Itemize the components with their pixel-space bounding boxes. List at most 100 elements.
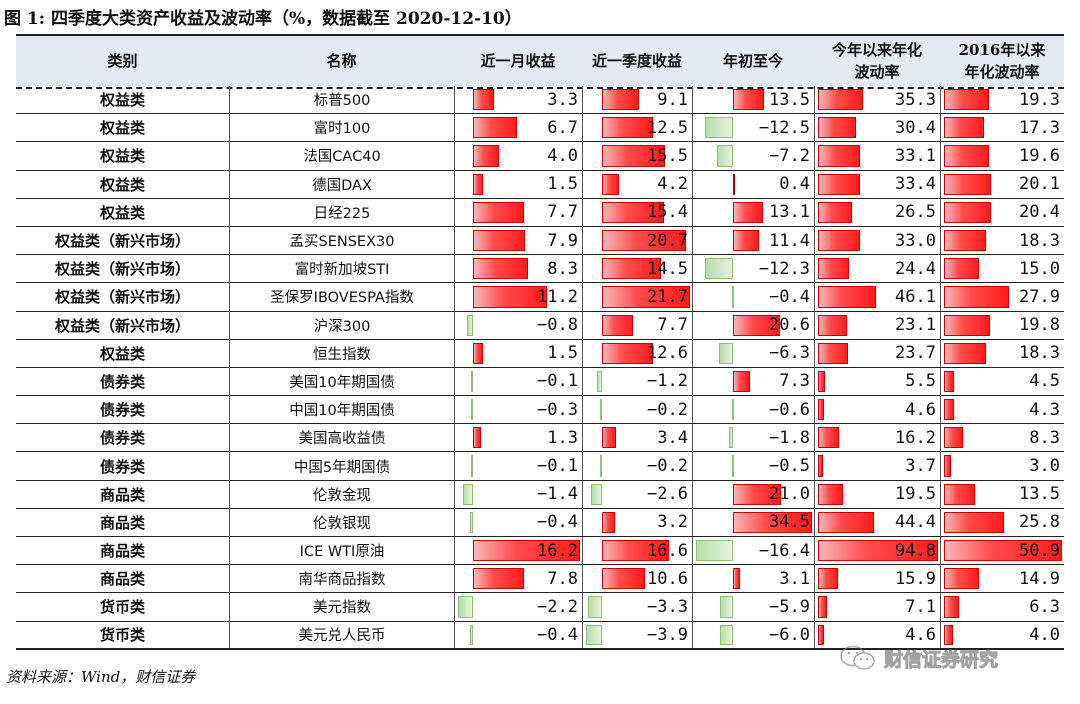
data-bar xyxy=(733,229,760,252)
data-bar xyxy=(818,117,857,139)
value-cell-1m: 1.5 xyxy=(454,170,582,198)
name-cell: 美元兑人民币 xyxy=(229,621,454,648)
table-row: 权益类 标普500 3.3 9.1 13.5 35.3 19.3 xyxy=(16,86,1064,115)
category-cell: 权益类 xyxy=(99,91,145,110)
value-label: 8.3 xyxy=(1029,427,1060,448)
name-cell: ICE WTI原油 xyxy=(229,537,454,565)
value-cell-quarter: 7.7 xyxy=(582,311,692,339)
value-label: 21.7 xyxy=(647,286,688,307)
data-bar xyxy=(601,540,670,562)
name-cell: 美国高收益债 xyxy=(229,424,454,452)
data-bar xyxy=(601,342,654,364)
value-label: −6.3 xyxy=(769,343,810,364)
value-cell-quarter: 12.5 xyxy=(582,114,692,142)
value-label: 7.7 xyxy=(547,202,578,223)
value-label: 10.6 xyxy=(647,568,688,589)
value-cell-vol-ytd: 4.6 xyxy=(814,621,940,648)
value-cell-quarter: 16.6 xyxy=(582,537,692,565)
value-label: 94.8 xyxy=(895,540,936,561)
data-bar xyxy=(944,117,985,139)
value-cell-vol-ytd: 44.4 xyxy=(814,508,940,536)
data-bar xyxy=(818,427,839,449)
value-cell-vol-2016: 17.3 xyxy=(940,114,1064,142)
data-bar xyxy=(944,370,955,393)
data-bar xyxy=(716,145,734,167)
data-bar xyxy=(733,314,781,336)
name-cell: 恒生指数 xyxy=(229,339,454,367)
data-bar xyxy=(472,427,482,449)
value-cell-vol-2016: 20.4 xyxy=(940,198,1064,226)
value-cell-quarter: 15.4 xyxy=(582,198,692,226)
value-label: 16.2 xyxy=(537,540,578,561)
value-label: 19.8 xyxy=(1019,315,1060,336)
data-bar xyxy=(818,342,848,364)
value-label: 35.3 xyxy=(895,89,936,110)
value-label: 3.4 xyxy=(657,427,688,448)
value-label: 24.4 xyxy=(895,258,936,279)
value-label: 7.9 xyxy=(547,230,578,251)
watermark: 财信证券研究 xyxy=(838,644,999,672)
table-row: 权益类（新兴市场） 孟买SENSEX30 7.9 20.7 11.4 33.0 18.3 xyxy=(16,226,1064,256)
value-cell-quarter: 3.4 xyxy=(582,424,692,452)
value-cell-1m: 16.2 xyxy=(454,537,582,565)
name-cell: 中国10年期国债 xyxy=(229,396,454,424)
name-cell: 美元指数 xyxy=(229,593,454,621)
value-label: 4.5 xyxy=(1029,371,1060,392)
data-bar xyxy=(601,89,639,111)
value-label: −1.2 xyxy=(647,371,688,392)
value-cell-vol-2016: 20.1 xyxy=(940,170,1064,198)
value-label: 4.0 xyxy=(1029,624,1060,645)
value-cell-ytd: −7.2 xyxy=(692,142,814,170)
value-cell-ytd: −0.4 xyxy=(692,283,814,311)
data-bar xyxy=(818,229,860,252)
value-label: 3.0 xyxy=(1029,456,1060,477)
data-bar xyxy=(818,314,848,336)
value-label: 7.7 xyxy=(657,315,688,336)
table-header: 类别 名称 近一月收益 近一季度收益 年初至今 今年以来年化波动率 2016年以… xyxy=(16,34,1064,89)
data-bar xyxy=(472,342,483,364)
value-label: 19.3 xyxy=(1019,89,1060,110)
value-label: −3.9 xyxy=(647,624,688,645)
value-label: −0.4 xyxy=(769,286,810,307)
data-bar xyxy=(944,342,987,364)
value-label: 1.5 xyxy=(547,343,578,364)
name-cell: 美国10年期国债 xyxy=(229,367,454,396)
value-label: −0.4 xyxy=(537,512,578,533)
value-label: 13.5 xyxy=(1019,484,1060,505)
table-row: 商品类 ICE WTI原油 16.2 16.6 −16.4 94.8 50.9 xyxy=(16,537,1064,566)
value-cell-vol-ytd: 46.1 xyxy=(814,283,940,311)
value-cell-ytd: −6.0 xyxy=(692,621,814,648)
value-cell-vol-ytd: 5.5 xyxy=(814,367,940,396)
data-bar xyxy=(600,399,603,421)
value-label: −2.2 xyxy=(537,596,578,617)
data-bar xyxy=(944,229,987,252)
data-bar xyxy=(588,596,602,618)
value-cell-ytd: 20.6 xyxy=(692,311,814,339)
table-body: 权益类 标普500 3.3 9.1 13.5 35.3 19.3 权益类 富时100 6.7 12.… xyxy=(16,86,1064,650)
value-cell-ytd: −16.4 xyxy=(692,537,814,565)
category-cell: 权益类（新兴市场） xyxy=(54,288,190,307)
header-divider xyxy=(16,87,1064,89)
category-cell: 债券类 xyxy=(99,401,145,420)
value-label: 8.3 xyxy=(547,258,578,279)
value-label: 12.5 xyxy=(647,117,688,138)
name-cell: 富时新加坡STI xyxy=(229,255,454,283)
data-bar xyxy=(731,399,734,421)
value-cell-quarter: −0.2 xyxy=(582,396,692,424)
data-bar xyxy=(469,624,473,645)
value-cell-vol-ytd: 26.5 xyxy=(814,198,940,226)
category-cell: 债券类 xyxy=(99,429,145,448)
data-bar xyxy=(467,314,473,336)
value-cell-ytd: −0.5 xyxy=(692,452,814,480)
value-label: 23.7 xyxy=(895,343,936,364)
value-label: 7.3 xyxy=(779,371,810,392)
value-cell-1m: −2.2 xyxy=(454,593,582,621)
value-cell-quarter: −0.2 xyxy=(582,452,692,480)
data-bar xyxy=(944,483,976,505)
data-bar xyxy=(818,286,877,308)
value-label: 7.8 xyxy=(547,568,578,589)
name-cell: 南华商品指数 xyxy=(229,565,454,593)
value-cell-1m: −0.8 xyxy=(454,311,582,339)
table-row: 货币类 美元指数 −2.2 −3.3 −5.9 7.1 6.3 xyxy=(16,593,1064,622)
category-cell: 商品类 xyxy=(99,542,145,561)
